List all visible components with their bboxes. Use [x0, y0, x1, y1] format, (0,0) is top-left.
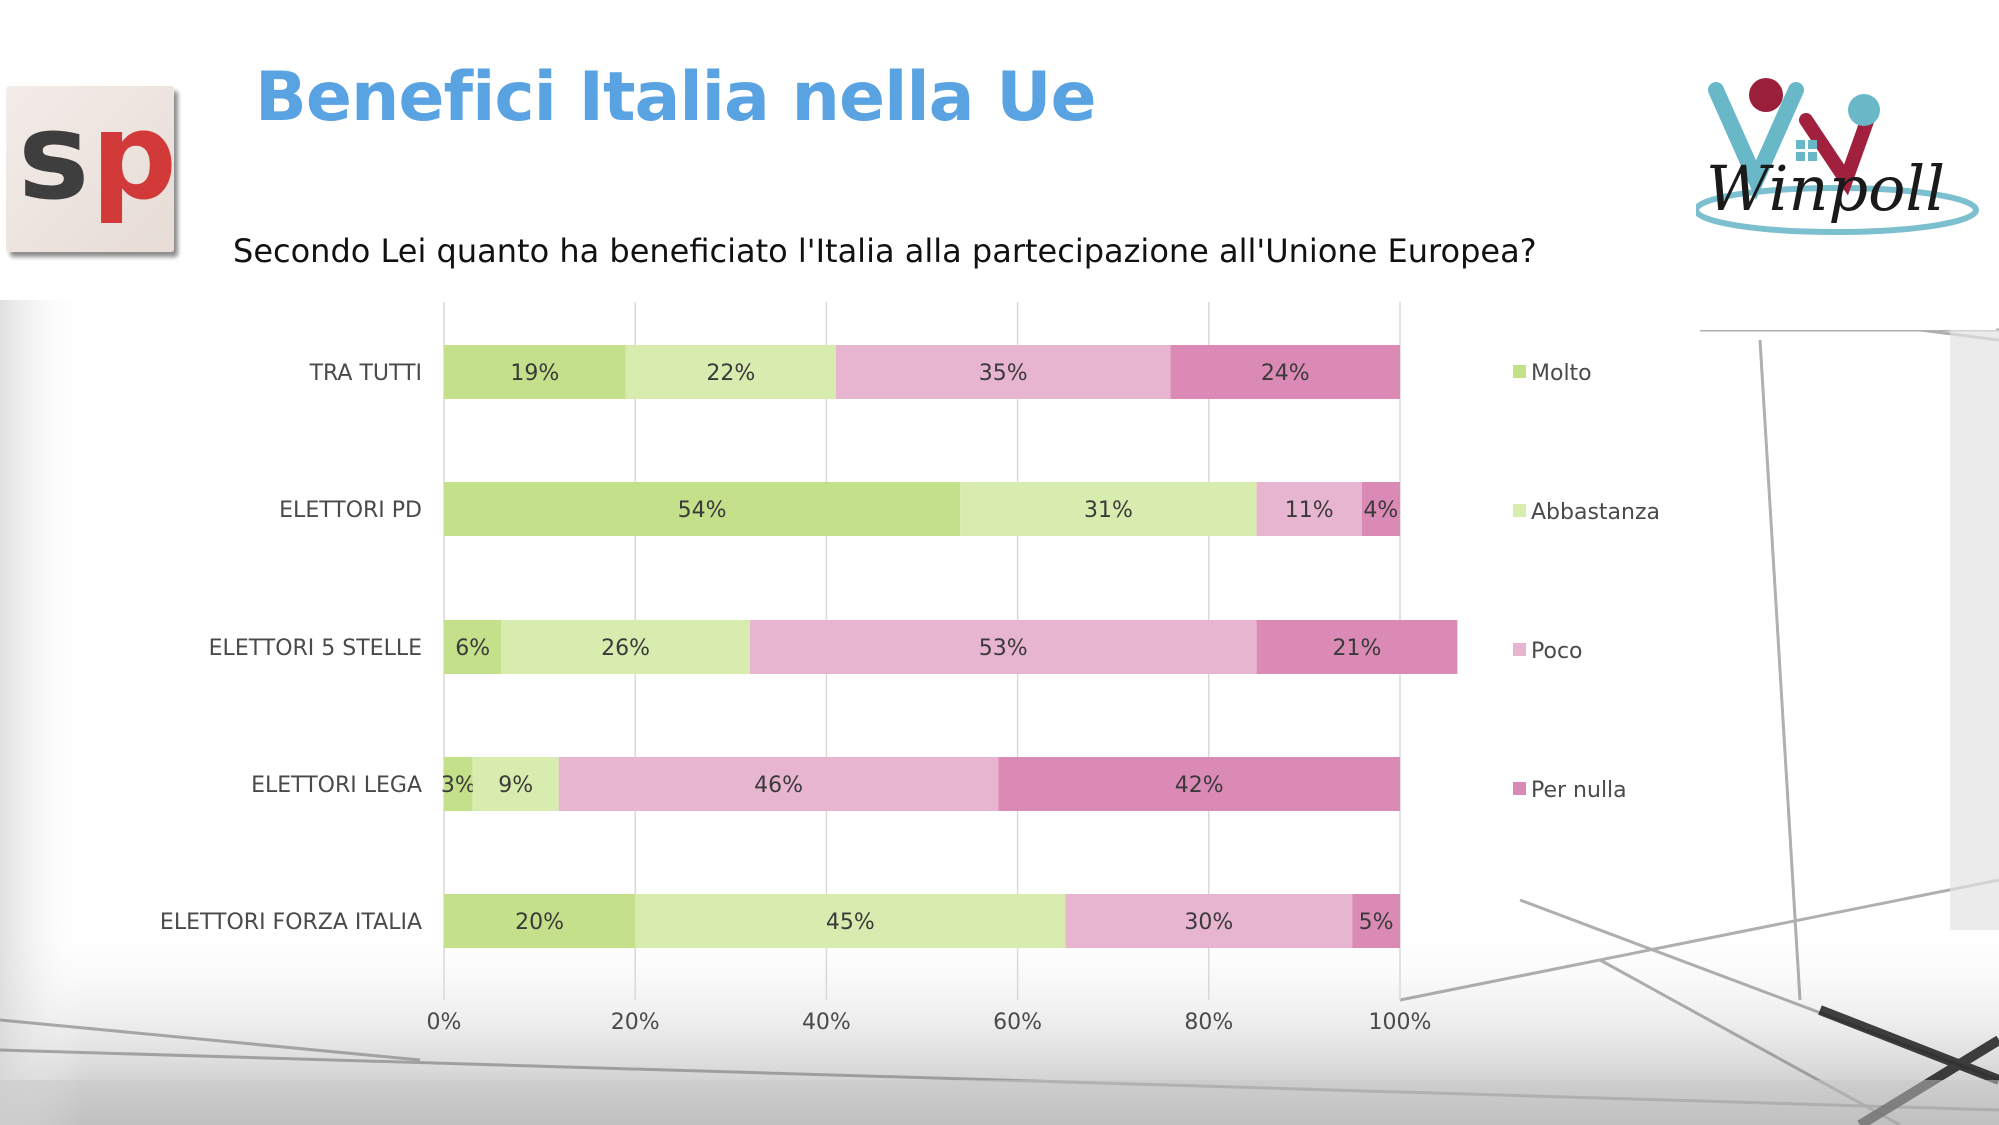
- data-label: 21%: [1333, 636, 1382, 661]
- legend-swatch: [1513, 782, 1526, 795]
- chart-question: Secondo Lei quanto ha beneficiato l'Ital…: [233, 232, 1537, 270]
- winpoll-logo: Winpoll: [1696, 60, 1996, 330]
- bar-segment: [960, 482, 1257, 536]
- bar-segment: [501, 620, 750, 674]
- category-label: ELETTORI 5 STELLE: [209, 636, 422, 661]
- bar-segment: [1352, 894, 1400, 948]
- data-label: 9%: [498, 773, 533, 798]
- category-label: ELETTORI FORZA ITALIA: [160, 910, 422, 935]
- page-title: Benefici Italia nella Ue: [255, 58, 1097, 137]
- data-label: 6%: [455, 636, 490, 661]
- legend-label: Abbastanza: [1531, 500, 1660, 525]
- bar-segment: [998, 757, 1400, 811]
- bar-segment: [635, 894, 1066, 948]
- bar-segment: [444, 345, 626, 399]
- bar-segment: [472, 757, 559, 811]
- x-tick-label: 40%: [802, 1010, 851, 1035]
- bars: 19% 22% 35% 24% 54% 31% 11% 4% 6% 26% 53% 21% 3% 9% 46…: [441, 345, 1458, 948]
- data-label: 31%: [1084, 498, 1133, 523]
- x-tick-label: 20%: [611, 1010, 660, 1035]
- bar-segment: [1256, 620, 1458, 674]
- bar-segment: [1361, 482, 1400, 536]
- data-label: 11%: [1285, 498, 1334, 523]
- x-tick-label: 100%: [1369, 1010, 1432, 1035]
- legend-label: Molto: [1531, 361, 1592, 386]
- bar-segment: [835, 345, 1171, 399]
- data-label: 5%: [1359, 910, 1394, 935]
- x-tick-label: 80%: [1184, 1010, 1233, 1035]
- legend-swatch: [1513, 643, 1526, 656]
- data-label: 26%: [601, 636, 650, 661]
- x-tick-labels: 0% 20% 40% 60% 80% 100%: [427, 1010, 1432, 1035]
- legend-label: Poco: [1531, 639, 1583, 664]
- bar-segment: [1256, 482, 1362, 536]
- category-label: TRA TUTTI: [309, 361, 422, 386]
- category-label: ELETTORI LEGA: [251, 773, 422, 798]
- data-label: 54%: [678, 498, 727, 523]
- bar-segment: [1170, 345, 1400, 399]
- category-labels: TRA TUTTI ELETTORI PD ELETTORI 5 STELLE ELE…: [160, 361, 422, 935]
- data-label: 45%: [826, 910, 875, 935]
- data-label: 42%: [1175, 773, 1224, 798]
- data-label: 46%: [754, 773, 803, 798]
- x-tick-label: 60%: [993, 1010, 1042, 1035]
- legend-swatch: [1513, 504, 1526, 517]
- bar-segment: [444, 482, 961, 536]
- x-tick-label: 0%: [427, 1010, 462, 1035]
- winpoll-logo-text: Winpoll: [1706, 152, 1945, 225]
- data-label: 24%: [1261, 361, 1310, 386]
- sp-logo-p: p: [91, 88, 177, 227]
- sp-logo: s p: [6, 86, 177, 252]
- sp-logo-s: s: [18, 88, 90, 227]
- data-label: 4%: [1363, 498, 1398, 523]
- data-label: 35%: [979, 361, 1028, 386]
- legend-swatch: [1513, 365, 1526, 378]
- bar-segment: [558, 757, 999, 811]
- bar-segment: [444, 757, 473, 811]
- category-label: ELETTORI PD: [279, 498, 422, 523]
- data-label: 19%: [510, 361, 559, 386]
- data-label: 22%: [706, 361, 755, 386]
- bar-segment: [625, 345, 836, 399]
- data-label: 30%: [1184, 910, 1233, 935]
- bar-segment: [444, 620, 502, 674]
- legend-label: Per nulla: [1531, 778, 1627, 803]
- data-label: 20%: [515, 910, 564, 935]
- data-label: 53%: [979, 636, 1028, 661]
- bar-segment: [444, 894, 636, 948]
- bar-segment: [1065, 894, 1353, 948]
- legend: Molto Abbastanza Poco Per nulla: [1513, 361, 1660, 803]
- data-label: 3%: [441, 773, 476, 798]
- bar-segment: [749, 620, 1257, 674]
